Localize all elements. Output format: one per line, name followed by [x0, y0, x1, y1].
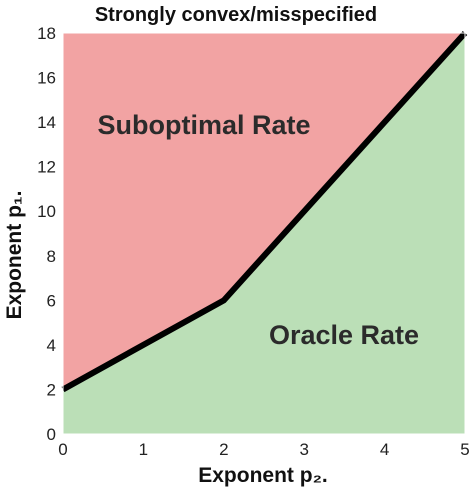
y-tick-label: 6 [47, 291, 56, 310]
suboptimal-region [63, 33, 465, 390]
y-tick-label: 0 [47, 425, 56, 444]
y-tick-label: 16 [37, 69, 56, 88]
plot-frame [62, 32, 466, 435]
x-axis-ticks: 0 1 2 3 4 5 [58, 440, 469, 459]
x-axis-label: Exponent p₂. [198, 464, 328, 487]
x-tick-label: 0 [58, 440, 67, 459]
x-tick-label: 4 [380, 440, 389, 459]
y-tick-label: 2 [47, 380, 56, 399]
y-tick-label: 18 [37, 24, 56, 43]
y-tick-label: 4 [47, 336, 56, 355]
x-tick-label: 5 [460, 440, 469, 459]
y-tick-label: 10 [37, 202, 56, 221]
x-tick-label: 2 [219, 440, 228, 459]
chart-title: Strongly convex/misspecified [95, 4, 377, 26]
oracle-region [63, 33, 465, 434]
boundary-line [61, 30, 468, 393]
y-tick-label: 12 [37, 158, 56, 177]
y-axis-ticks: 0 2 4 6 8 10 12 14 16 18 [37, 24, 56, 444]
oracle-rate-label: Oracle Rate [269, 320, 419, 350]
suboptimal-rate-label: Suboptimal Rate [97, 110, 310, 140]
y-tick-label: 14 [37, 113, 56, 132]
y-axis-label: Exponent p₁. [3, 191, 26, 320]
x-tick-label: 3 [299, 440, 308, 459]
x-tick-label: 1 [139, 440, 148, 459]
y-tick-label: 8 [47, 247, 56, 266]
